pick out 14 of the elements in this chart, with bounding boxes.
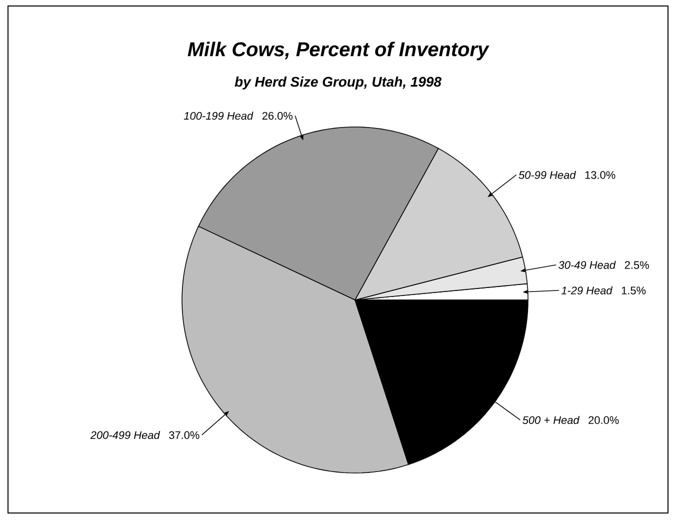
- data-label: 37.0%: [169, 431, 200, 439]
- data-label: 26.0%: [262, 112, 293, 120]
- data-label: 20.0%: [588, 416, 619, 424]
- chart-subtitle: by Herd Size Group, Utah, 1998: [234, 76, 442, 90]
- data-label: 2.5%: [624, 261, 649, 269]
- slice-label: 100-199 Head: [184, 112, 254, 120]
- slice-label: 200-499 Head: [90, 430, 160, 439]
- chart-title: Milk Cows, Percent of Inventory: [188, 42, 490, 60]
- data-label: 13.0%: [585, 171, 616, 179]
- slice-label: 50-99 Head: [518, 170, 576, 179]
- slice-label: 500 + Head: [522, 416, 580, 424]
- slice-label: 30-49 Head: [558, 260, 616, 269]
- data-label: 1.5%: [622, 286, 646, 294]
- slice-label: 1-29 Head: [561, 286, 613, 294]
